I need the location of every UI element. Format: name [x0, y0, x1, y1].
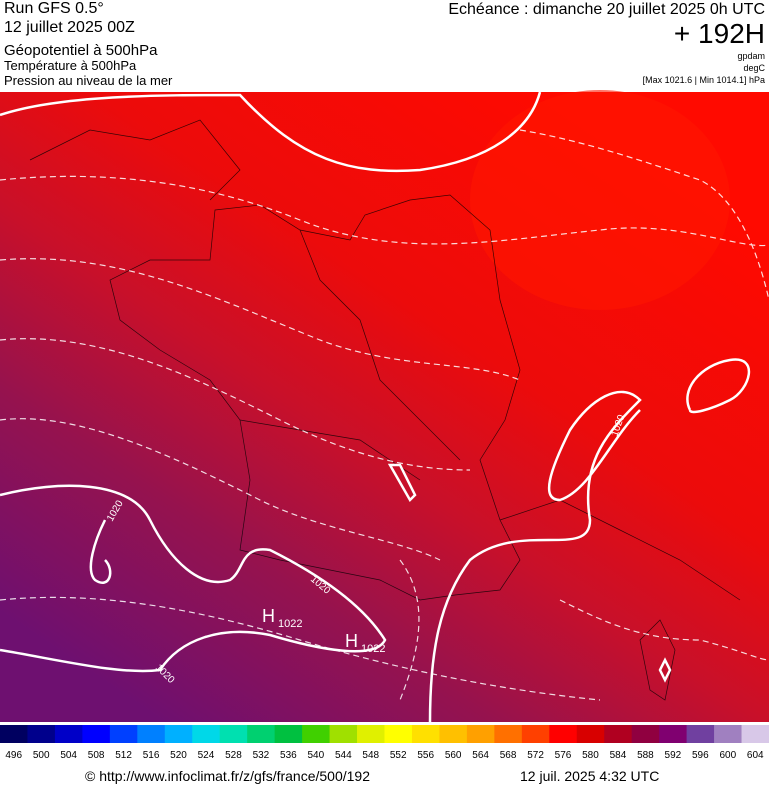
high-value: 1022	[361, 643, 385, 655]
colorbar-label: 512	[115, 750, 132, 761]
colorbar-label: 520	[170, 750, 187, 761]
colorbar-label: 596	[692, 750, 709, 761]
high-value: 1022	[278, 618, 302, 630]
source-url: © http://www.infoclimat.fr/z/gfs/france/…	[85, 768, 370, 784]
color-swatch	[164, 725, 193, 743]
colorbar-label: 560	[445, 750, 462, 761]
field-subtitle: Pression au niveau de la mer	[4, 73, 173, 88]
color-swatch	[686, 725, 715, 743]
colorbar-label: 496	[5, 750, 22, 761]
color-swatch	[192, 725, 221, 743]
color-swatch	[411, 725, 440, 743]
unit: degC	[743, 63, 765, 73]
colorbar-label: 536	[280, 750, 297, 761]
lead-time: + 192H	[674, 18, 765, 49]
colorbar-label: 556	[417, 750, 434, 761]
isobars	[0, 91, 750, 723]
color-swatch	[494, 725, 523, 743]
color-swatch	[604, 725, 633, 743]
echeance: Echéance : dimanche 20 juillet 2025 0h U…	[448, 1, 765, 18]
colorbar-label: 500	[33, 750, 50, 761]
color-swatch	[466, 725, 495, 743]
colorbar-label: 600	[719, 750, 736, 761]
colorbar-label: 508	[88, 750, 105, 761]
color-swatch	[659, 725, 688, 743]
timestamp: 12 juil. 2025 4:32 UTC	[520, 768, 659, 784]
colorbar-label: 568	[500, 750, 517, 761]
colorbar-label: 592	[665, 750, 682, 761]
color-swatch	[247, 725, 276, 743]
color-swatch	[82, 725, 111, 743]
color-swatch	[54, 725, 83, 743]
color-swatch	[549, 725, 578, 743]
colorbar-label: 572	[527, 750, 544, 761]
colorbar-label: 588	[637, 750, 654, 761]
colorbar-label: 532	[253, 750, 270, 761]
colorbar-label: 524	[198, 750, 215, 761]
color-swatch	[109, 725, 138, 743]
colorbar-label: 552	[390, 750, 407, 761]
borders	[29, 119, 741, 701]
color-swatch	[439, 725, 468, 743]
colorbar-label: 504	[60, 750, 77, 761]
field-subtitle: Température à 500hPa	[4, 58, 137, 73]
colorbar-label: 544	[335, 750, 352, 761]
run-date: 12 juillet 2025 00Z	[4, 19, 135, 36]
colorbar-label: 584	[610, 750, 627, 761]
colorbar-label: 548	[362, 750, 379, 761]
colorbar-label: 540	[307, 750, 324, 761]
color-swatch	[714, 725, 743, 743]
high-label: H	[262, 606, 275, 626]
colorbar-label: 604	[747, 750, 764, 761]
colorbar-label: 528	[225, 750, 242, 761]
color-swatch	[521, 725, 550, 743]
map	[0, 90, 769, 723]
colorbar-label: 580	[582, 750, 599, 761]
color-swatch	[631, 725, 660, 743]
unit: [Max 1021.6 | Min 1014.1] hPa	[643, 75, 765, 85]
color-swatch	[219, 725, 248, 743]
field-title: Géopotentiel à 500hPa	[4, 42, 158, 59]
isotherms	[0, 129, 769, 701]
color-swatch	[274, 725, 303, 743]
unit: gpdam	[737, 51, 765, 61]
color-swatch	[137, 725, 166, 743]
colorbar-label: 516	[143, 750, 160, 761]
color-swatch	[576, 725, 605, 743]
color-swatch	[741, 725, 769, 743]
color-swatch	[0, 725, 28, 743]
color-swatch	[384, 725, 413, 743]
colorbar: 496 500 504 508 512 516 520 524 528 532 536 540 544 5…	[0, 725, 769, 761]
color-swatch	[357, 725, 385, 743]
colorbar-label: 564	[472, 750, 489, 761]
warm-area	[470, 90, 730, 310]
color-swatch	[302, 725, 331, 743]
high-label: H	[345, 631, 358, 651]
colorbar-label: 576	[555, 750, 572, 761]
color-swatch	[27, 725, 56, 743]
color-swatch	[329, 725, 358, 743]
run-title: Run GFS 0.5°	[4, 0, 104, 17]
